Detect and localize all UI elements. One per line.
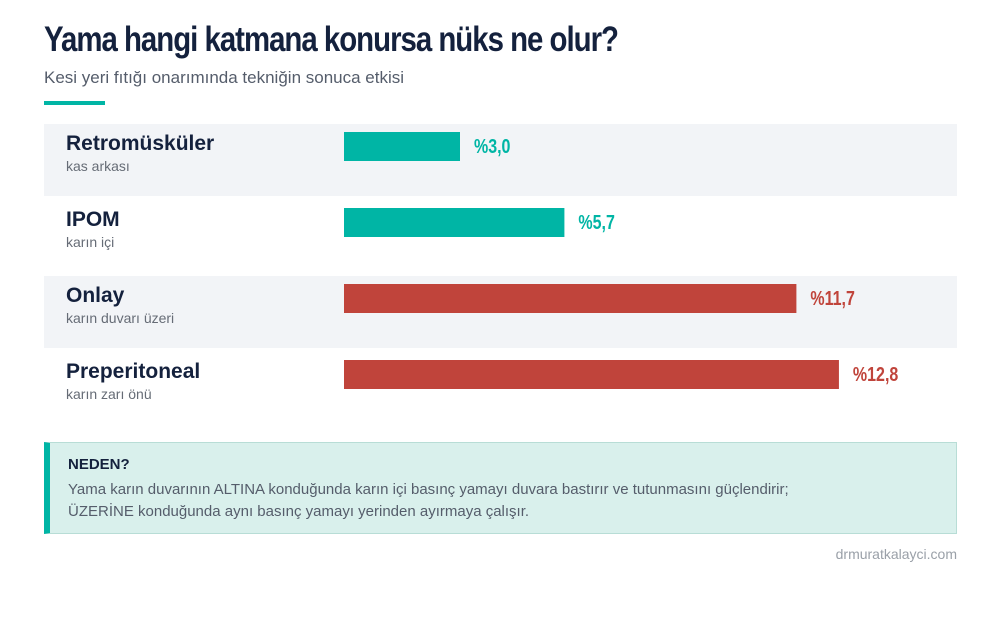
bar-chart: Retromüsküler kas arkası %3,0 IPOM karın içi… [44, 124, 957, 428]
title-accent-line [44, 101, 105, 105]
bar-value-label: %12,8 [853, 363, 898, 385]
bar-chart-svg: Retromüsküler kas arkası %3,0 IPOM karın içi… [44, 124, 957, 402]
bar-value-label: %5,7 [578, 211, 614, 233]
explanation-body: Yama karın duvarının ALTINA konduğunda k… [68, 479, 928, 523]
row-name-label: Retromüsküler [66, 132, 214, 155]
row-sub-label: karın zarı önü [66, 386, 152, 402]
row-name-label: IPOM [66, 208, 120, 231]
bar-value-label: %3,0 [474, 135, 510, 157]
bar [344, 208, 565, 237]
row-name-label: Onlay [66, 284, 125, 307]
source-credit: drmuratkalayci.com [835, 546, 957, 562]
row-sub-label: karın içi [66, 234, 114, 250]
bar [344, 132, 460, 161]
page-subtitle: Kesi yeri fıtığı onarımında tekniğin son… [44, 68, 405, 87]
row-band [44, 124, 957, 196]
explanation-line-2: ÜZERİNE konduğunda aynı basınç yamayı ye… [68, 503, 530, 520]
bar [344, 360, 839, 389]
row-sub-label: kas arkası [66, 158, 130, 174]
explanation-box: NEDEN? Yama karın duvarının ALTINA kondu… [44, 442, 957, 534]
row-name-label: Preperitoneal [66, 360, 200, 383]
bar-value-label: %11,7 [810, 287, 854, 309]
row-sub-label: karın duvarı üzeri [66, 310, 174, 326]
bar [344, 284, 797, 313]
explanation-title: NEDEN? [68, 456, 130, 473]
page-title: Yama hangi katmana konursa nüks ne olur? [44, 20, 619, 59]
explanation-line-1: Yama karın duvarının ALTINA konduğunda k… [68, 481, 789, 498]
